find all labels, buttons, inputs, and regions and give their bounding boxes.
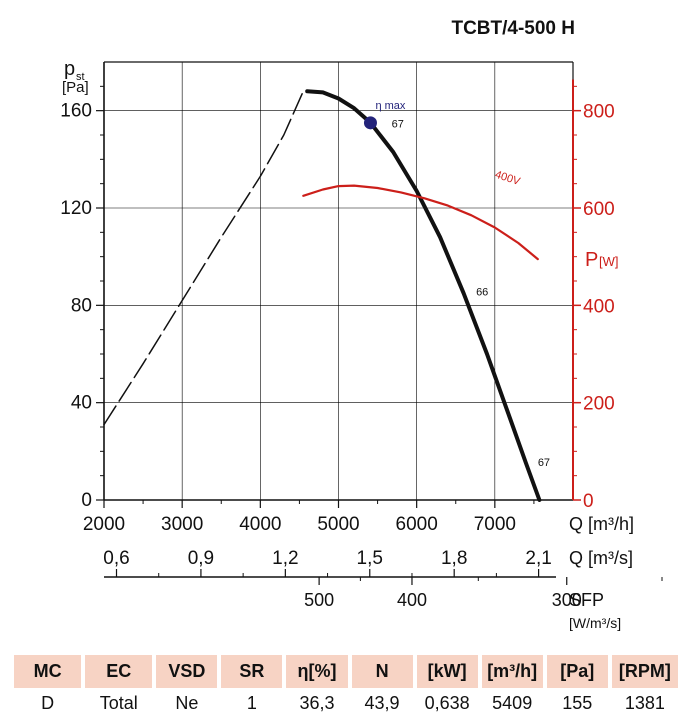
sfp-label: SFP: [569, 590, 604, 610]
x-axis-label: Q [m³/h]: [569, 514, 634, 534]
value-mc: D: [41, 693, 55, 713]
efficiency-label: 66: [476, 287, 488, 299]
value-n: 43,9: [364, 693, 400, 713]
header-airflow: [m³/h]: [481, 655, 543, 688]
pressure-curve-unstable: [103, 90, 305, 426]
chart-title: TCBT/4-500 H: [451, 18, 575, 39]
header-vsd: VSD: [156, 655, 218, 688]
value-pressure: 155: [562, 693, 593, 713]
y-left-unit: [Pa]: [62, 79, 89, 96]
header-rpm: [RPM]: [611, 655, 678, 688]
y-left-tick-label: 80: [71, 295, 92, 316]
y-left-label-subscript: st: [76, 71, 85, 83]
x-tick-label: 4000: [239, 514, 281, 535]
header-mc: MC: [14, 655, 82, 688]
performance-table: MC EC VSD SR η[%] N [kW] [m³/h] [Pa] [RP…: [10, 655, 682, 719]
table-header-row: MC EC VSD SR η[%] N [kW] [m³/h] [Pa] [RP…: [14, 655, 678, 688]
header-n: N: [351, 655, 413, 688]
power-curve-label: 400V: [493, 169, 522, 189]
x-tick-label: 2000: [83, 514, 125, 535]
value-efficiency: 36,3: [299, 693, 335, 713]
value-vsd: Ne: [175, 693, 199, 713]
header-efficiency: η[%]: [286, 655, 348, 688]
value-airflow: 5409: [492, 693, 533, 713]
x-secondary-tick-label: 2,1: [525, 548, 551, 569]
sfp-tick-label: 300: [552, 590, 582, 610]
x-tick-label: 6000: [396, 514, 438, 535]
x-tick-label: 5000: [317, 514, 359, 535]
header-pressure: [Pa]: [546, 655, 608, 688]
table-row: D Total Ne 1 36,3 43,9 0,638 5409 155 13…: [14, 688, 678, 719]
y-right-tick-label: 0: [583, 491, 594, 512]
x-secondary-tick-label: 1,2: [272, 548, 298, 569]
value-ec: Total: [99, 693, 138, 713]
value-sr: 1: [246, 693, 257, 713]
x-secondary-label: Q [m³/s]: [569, 548, 633, 568]
sfp-tick-label: 400: [397, 590, 427, 610]
y-right-tick-label: 800: [583, 102, 615, 123]
eta-max-point: [363, 116, 377, 130]
y-left-tick-label: 40: [71, 393, 92, 414]
x-secondary-tick-label: 0,9: [188, 548, 214, 569]
y-left-label: p: [64, 58, 75, 80]
x-secondary-tick-label: 1,8: [441, 548, 467, 569]
y-left-tick-label: 120: [60, 198, 92, 219]
y-right-label: P: [585, 249, 598, 271]
y-left-tick-label: 160: [60, 101, 92, 122]
fan-performance-chart: 0 40 80 120 160 0 200 400 600 800 p st[Pa] P [W] 2000 3…: [60, 58, 663, 631]
value-rpm: 1381: [624, 693, 665, 713]
y-right-tick-label: 600: [583, 199, 615, 220]
pressure-curve: [305, 89, 542, 502]
power-curve-400v: [302, 184, 539, 261]
header-kw: [kW]: [416, 655, 478, 688]
x-tick-label: 3000: [161, 514, 203, 535]
x-secondary-tick-label: 1,5: [357, 548, 383, 569]
efficiency-label: 67: [392, 119, 404, 131]
x-secondary-tick-label: 0,6: [103, 548, 129, 569]
y-left-tick-label: 0: [81, 490, 92, 511]
value-kw: 0,638: [424, 693, 470, 713]
y-right-tick-label: 200: [583, 394, 615, 415]
header-sr: SR: [221, 655, 283, 688]
efficiency-label: 67: [538, 457, 550, 469]
header-ec: EC: [85, 655, 153, 688]
y-right-tick-label: 400: [583, 296, 615, 317]
eta-max-label: η max: [375, 100, 405, 112]
x-tick-label: 7000: [474, 514, 516, 535]
y-right-unit: [W]: [599, 254, 619, 269]
sfp-unit: [W/m³/s]: [569, 615, 621, 631]
sfp-tick-label: 500: [304, 590, 334, 610]
